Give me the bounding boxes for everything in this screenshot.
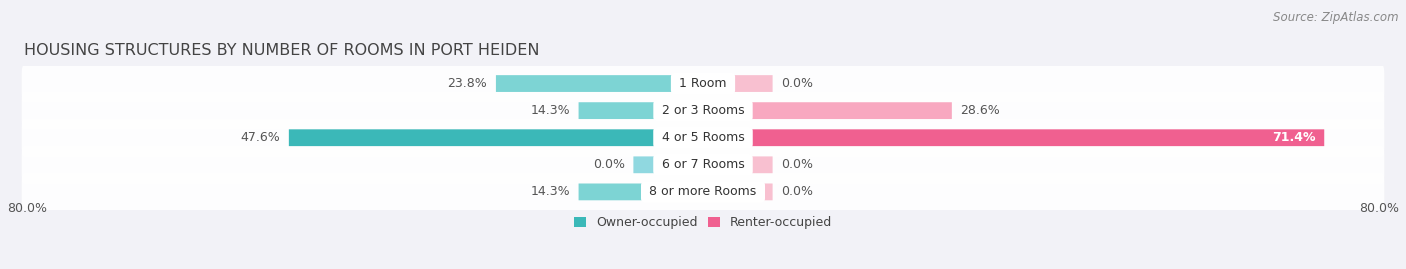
Text: HOUSING STRUCTURES BY NUMBER OF ROOMS IN PORT HEIDEN: HOUSING STRUCTURES BY NUMBER OF ROOMS IN… <box>24 43 540 58</box>
Text: 6 or 7 Rooms: 6 or 7 Rooms <box>658 158 748 171</box>
Text: 0.0%: 0.0% <box>782 77 813 90</box>
Text: 0.0%: 0.0% <box>782 158 813 171</box>
FancyBboxPatch shape <box>703 156 773 173</box>
FancyBboxPatch shape <box>703 183 773 200</box>
FancyBboxPatch shape <box>579 183 703 200</box>
Text: 23.8%: 23.8% <box>447 77 488 90</box>
Legend: Owner-occupied, Renter-occupied: Owner-occupied, Renter-occupied <box>574 216 832 229</box>
FancyBboxPatch shape <box>496 75 703 92</box>
FancyBboxPatch shape <box>579 102 703 119</box>
FancyBboxPatch shape <box>21 119 1385 156</box>
Text: 80.0%: 80.0% <box>7 202 46 215</box>
Text: 14.3%: 14.3% <box>530 104 569 117</box>
Text: 0.0%: 0.0% <box>593 158 624 171</box>
FancyBboxPatch shape <box>703 102 952 119</box>
FancyBboxPatch shape <box>633 156 703 173</box>
Text: 28.6%: 28.6% <box>960 104 1000 117</box>
FancyBboxPatch shape <box>21 65 1385 102</box>
Text: 2 or 3 Rooms: 2 or 3 Rooms <box>658 104 748 117</box>
Text: 0.0%: 0.0% <box>782 185 813 199</box>
Text: 14.3%: 14.3% <box>530 185 569 199</box>
FancyBboxPatch shape <box>21 92 1385 129</box>
Text: 4 or 5 Rooms: 4 or 5 Rooms <box>658 131 748 144</box>
Text: 8 or more Rooms: 8 or more Rooms <box>645 185 761 199</box>
Text: 47.6%: 47.6% <box>240 131 280 144</box>
FancyBboxPatch shape <box>703 75 773 92</box>
FancyBboxPatch shape <box>703 129 1324 146</box>
FancyBboxPatch shape <box>288 129 703 146</box>
Text: Source: ZipAtlas.com: Source: ZipAtlas.com <box>1274 11 1399 24</box>
Text: 80.0%: 80.0% <box>1360 202 1399 215</box>
Text: 1 Room: 1 Room <box>675 77 731 90</box>
Text: 71.4%: 71.4% <box>1272 131 1316 144</box>
FancyBboxPatch shape <box>21 146 1385 183</box>
FancyBboxPatch shape <box>21 173 1385 211</box>
